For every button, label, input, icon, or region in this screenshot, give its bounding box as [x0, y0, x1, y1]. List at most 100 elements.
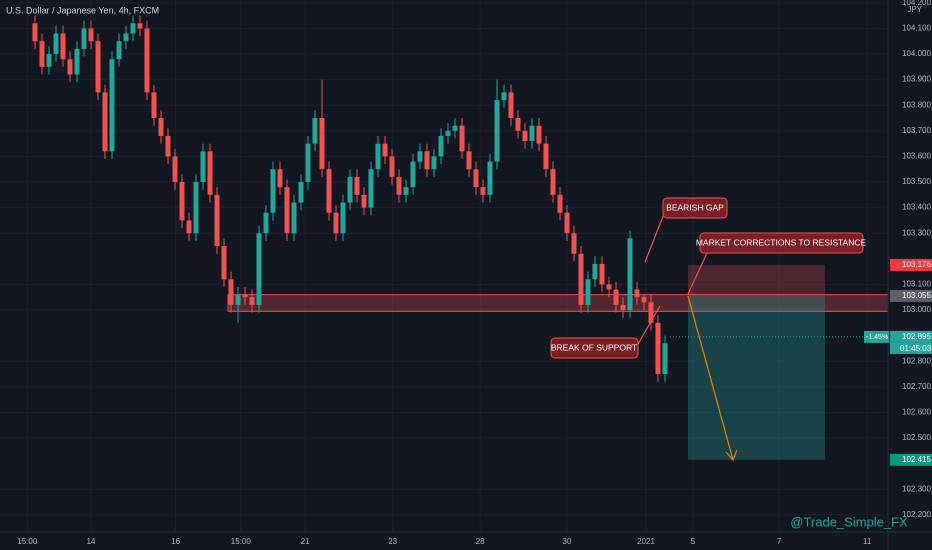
- candle-body: [200, 151, 206, 183]
- candle-body: [347, 176, 353, 203]
- candle-body: [501, 92, 507, 101]
- stop-label-bg: [890, 258, 932, 271]
- candle-body: [585, 279, 591, 305]
- x-tick-label: 5: [691, 537, 696, 546]
- candle-body: [214, 194, 220, 247]
- candle-body: [249, 297, 255, 305]
- note-box: [550, 337, 639, 359]
- stop-zone: [688, 264, 825, 296]
- projection-arrow: [687, 295, 738, 462]
- candle-body: [641, 297, 647, 303]
- candle-body: [193, 182, 199, 234]
- candle-body: [382, 143, 388, 157]
- x-tick-label: 21: [301, 537, 310, 546]
- candle-body: [403, 187, 409, 195]
- target-label-bg: [890, 453, 932, 466]
- candle-body: [424, 151, 430, 170]
- candle-body: [522, 130, 528, 142]
- candle-body: [88, 28, 94, 42]
- connector: [637, 305, 661, 345]
- candle-body: [571, 233, 577, 254]
- watermark: @Trade_Simple_FX: [790, 514, 908, 529]
- y-tick-label: 103.900: [902, 75, 931, 84]
- arrow-head: [725, 449, 738, 462]
- y-tick-label: 104.200: [902, 0, 931, 7]
- candle-body: [592, 263, 598, 280]
- candle-body: [648, 302, 654, 323]
- candle-body: [74, 48, 80, 75]
- candle-body: [151, 92, 157, 119]
- candle-body: [606, 284, 612, 290]
- y-tick-label: 103.700: [902, 126, 931, 135]
- candle-body: [158, 118, 164, 136]
- candle-body: [32, 23, 38, 42]
- candle-body: [256, 233, 262, 305]
- chart-title: U.S. Dollar / Japanese Yen, 4h, FXCM: [6, 5, 159, 15]
- x-tick-label: 16: [171, 537, 180, 546]
- x-tick-label: 15:00: [231, 537, 252, 546]
- y-tick-label: 103.800: [902, 100, 931, 109]
- candle-body: [543, 143, 549, 170]
- candle-body: [291, 202, 297, 234]
- last-price-label: 102.895: [902, 332, 931, 341]
- candle-body: [172, 156, 178, 183]
- candle-body: [368, 169, 374, 208]
- candle-body: [410, 161, 416, 188]
- candle-body: [361, 194, 367, 208]
- x-tick-label: 2021: [637, 537, 655, 546]
- candle-body: [494, 100, 500, 162]
- candle-body: [417, 151, 423, 162]
- candle-body: [228, 279, 234, 305]
- candle-body: [319, 118, 325, 170]
- arrow-line: [687, 295, 734, 461]
- candle-body: [235, 294, 241, 305]
- note: BREAK OF SUPPORT: [551, 342, 637, 352]
- candle-body: [662, 343, 668, 375]
- candle-body: [305, 143, 311, 183]
- candle-body: [438, 135, 444, 157]
- candle-body: [634, 289, 640, 298]
- y-tick-label: 102.800: [902, 356, 931, 365]
- stop-label: 103.176: [902, 260, 931, 269]
- candle-body: [529, 125, 535, 142]
- candle-body: [452, 125, 458, 131]
- y-tick-label: 104.100: [902, 24, 931, 33]
- candle-body: [270, 169, 276, 213]
- note-box: [662, 197, 728, 219]
- candle-body: [81, 28, 87, 49]
- candle-body: [221, 246, 227, 280]
- candle-body: [396, 176, 402, 195]
- candle-body: [144, 28, 150, 93]
- x-tick-label: 11: [863, 537, 872, 546]
- candle-body: [613, 289, 619, 305]
- note: BEARISH GAP: [666, 202, 724, 212]
- candle-body: [165, 135, 171, 157]
- y-tick-label: 103.600: [902, 152, 931, 161]
- candle-body: [186, 220, 192, 234]
- y-tick-label: 103.300: [902, 228, 931, 237]
- axis-labels: 104.200 104.100 104.000 103.900 103.800 103.7…: [17, 0, 932, 546]
- target-label: 102.415: [902, 455, 931, 464]
- candle-body: [487, 161, 493, 195]
- y-tick-label: 102.300: [902, 484, 931, 493]
- candle-body: [550, 169, 556, 195]
- candle-body: [312, 118, 318, 144]
- annotation-lines: [637, 213, 708, 345]
- candle-body: [95, 41, 101, 93]
- candle-body: [480, 187, 486, 195]
- candle-body: [375, 143, 381, 170]
- candle-body: [354, 176, 360, 195]
- candle-body: [326, 169, 332, 213]
- x-tick-label: 30: [563, 537, 572, 546]
- candle-body: [459, 125, 465, 152]
- y-tick-label: 103.000: [902, 305, 931, 314]
- candle-body: [179, 182, 185, 221]
- candle-body: [333, 212, 339, 234]
- candle-body: [137, 23, 143, 29]
- x-tick-label: 14: [87, 537, 96, 546]
- candle-body: [46, 54, 52, 67]
- candle-body: [655, 322, 661, 375]
- x-tick-label: 7: [777, 537, 782, 546]
